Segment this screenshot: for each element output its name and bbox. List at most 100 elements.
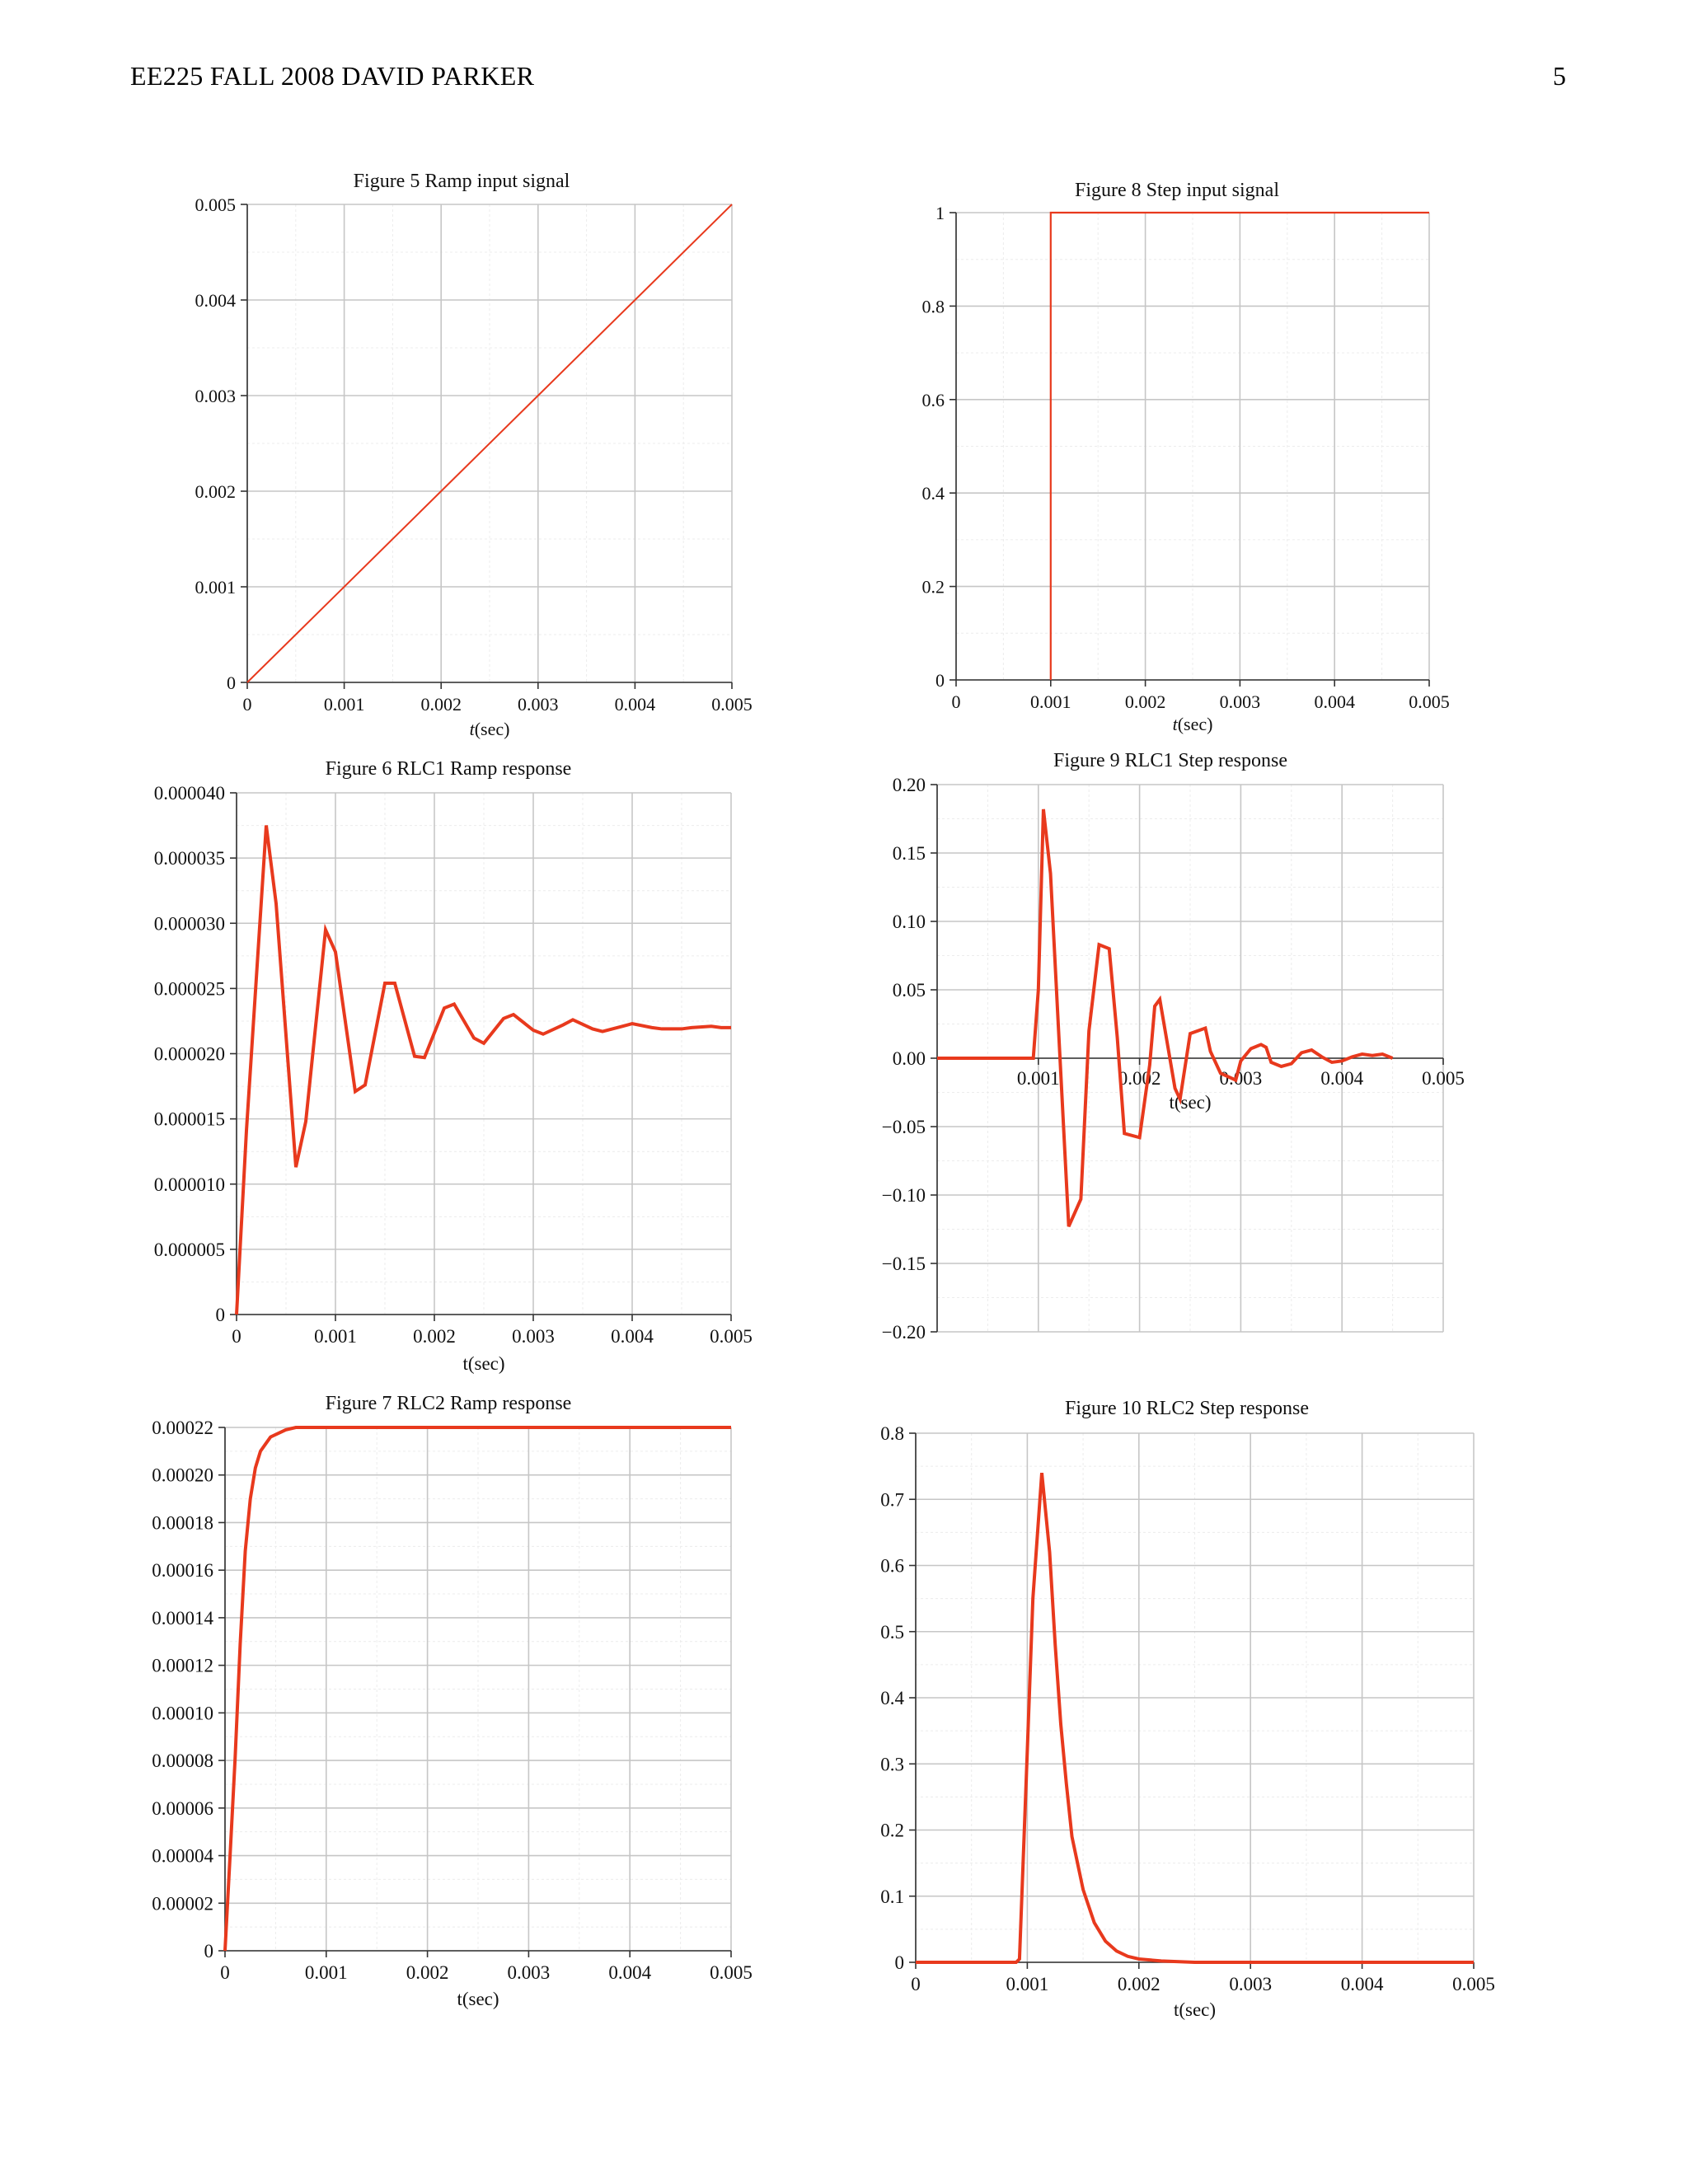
- x-tick-label: 0.001: [1030, 691, 1071, 712]
- y-tick-label: 0.00022: [152, 1418, 213, 1438]
- chart-fig7: 0 0.00002 0.00004 0.00006 0.00008 0.00010 0.00…: [152, 1393, 753, 2009]
- x-tick-label: 0.003: [508, 1962, 551, 1983]
- x-axis-label: t(sec): [462, 1353, 504, 1374]
- series-line: [246, 204, 733, 683]
- y-tick-label: 0.000040: [154, 783, 225, 804]
- y-tick-label: 0: [227, 673, 236, 693]
- chart-title: Figure 7 RLC2 Ramp response: [326, 1393, 572, 1414]
- y-tick-label: 0.000005: [154, 1240, 225, 1260]
- y-tick-label: 0.2: [922, 577, 945, 598]
- y-tick-label: 0.4: [880, 1688, 904, 1708]
- chart-title: Figure 8 Step input signal: [1075, 180, 1279, 201]
- x-tick-label: 0.004: [1320, 1068, 1363, 1089]
- running-header: EE225 FALL 2008 DAVID PARKER: [130, 61, 535, 91]
- x-tick-label: 0.002: [1118, 1068, 1161, 1089]
- x-tick-label: 0.001: [324, 694, 365, 715]
- chart-fig10: 0 0.1 0.2 0.3 0.4 0.5 0.6 0.7 0.8 0 0.001 0.002 0.00…: [880, 1398, 1495, 2020]
- y-tick-label: 0.8: [922, 296, 945, 316]
- y-tick-label: 0.00004: [152, 1846, 213, 1867]
- y-tick-label: 0.7: [880, 1489, 904, 1510]
- y-tick-label: 0.00014: [152, 1608, 213, 1629]
- y-tick-label: 0.005: [195, 194, 237, 215]
- y-tick-label: 0.000025: [154, 978, 225, 999]
- x-tick-label: 0.005: [1452, 1974, 1495, 1994]
- y-tick-label: 0.6: [880, 1556, 904, 1577]
- y-tick-label: 0.000015: [154, 1109, 225, 1130]
- y-tick-label: 0.000020: [154, 1044, 225, 1065]
- x-tick-label: 0.001: [1017, 1068, 1060, 1089]
- y-tick-label: 0.000010: [154, 1174, 225, 1195]
- y-tick-label: −0.05: [882, 1117, 926, 1137]
- y-tick-label: 0.00012: [152, 1656, 213, 1676]
- x-tick-label: 0.002: [413, 1326, 456, 1347]
- y-tick-label: 0.004: [195, 290, 237, 311]
- y-tick-label: 0.05: [893, 980, 926, 1001]
- x-tick-label: 0.005: [710, 1326, 753, 1347]
- series-line: [223, 1426, 731, 1952]
- x-tick-label: 0.003: [1229, 1974, 1272, 1994]
- series-line: [235, 825, 731, 1315]
- y-tick-label: 0.000035: [154, 848, 225, 869]
- y-tick-label: 0.20: [893, 775, 926, 795]
- y-tick-label: −0.15: [882, 1254, 926, 1274]
- chart-fig6: 0 0.000005 0.000010 0.000015 0.000020 0.00002…: [154, 758, 753, 1374]
- y-tick-label: 0.00020: [152, 1465, 213, 1486]
- y-tick-label: 0.00: [893, 1048, 926, 1069]
- x-tick-label: 0.002: [1118, 1974, 1160, 1994]
- chart-fig8: 0 0.2 0.4 0.6 0.8 1 0 0.001 0.002 0.003 0.004 0.005…: [922, 180, 1450, 734]
- x-tick-label: 0.001: [1006, 1974, 1049, 1994]
- x-axis-label: t(sec): [457, 1989, 499, 2009]
- series-line: [1049, 211, 1429, 680]
- page-header: EE225 FALL 2008 DAVID PARKER 5: [0, 0, 1688, 124]
- y-tick-label: 0.8: [880, 1423, 904, 1444]
- y-tick-label: −0.10: [882, 1185, 926, 1206]
- x-tick-label: 0.003: [1220, 1068, 1263, 1089]
- y-tick-label: 0.00006: [152, 1798, 213, 1819]
- x-tick-label: 0.005: [1409, 691, 1450, 712]
- chart-title: Figure 6 RLC1 Ramp response: [326, 758, 572, 780]
- x-tick-label: 0: [952, 691, 961, 712]
- x-tick-label: 0.005: [710, 1962, 753, 1983]
- x-tick-label: 0: [220, 1962, 230, 1983]
- x-tick-label: 0.004: [1341, 1974, 1384, 1994]
- x-tick-label: 0: [243, 694, 252, 715]
- y-tick-label: 0.4: [922, 483, 945, 504]
- x-tick-label: 0.004: [608, 1962, 651, 1983]
- y-tick-label: 0.00010: [152, 1703, 213, 1723]
- y-tick-label: 0.10: [893, 912, 926, 932]
- x-axis-label: t(sec): [1173, 714, 1213, 734]
- y-tick-label: 0.00002: [152, 1893, 213, 1914]
- chart-title: Figure 5 Ramp input signal: [354, 171, 570, 192]
- y-tick-label: 0.2: [880, 1821, 904, 1841]
- x-tick-label: 0.004: [1314, 691, 1355, 712]
- x-tick-label: 0.001: [314, 1326, 357, 1347]
- y-tick-label: 0.00008: [152, 1750, 213, 1771]
- x-tick-label: 0.003: [518, 694, 559, 715]
- y-tick-label: 0.6: [922, 390, 945, 410]
- x-tick-label: 0.002: [406, 1962, 449, 1983]
- x-tick-label: 0.003: [512, 1326, 555, 1347]
- y-tick-label: −0.20: [882, 1322, 926, 1343]
- page-number: 5: [1553, 61, 1566, 91]
- y-tick-label: 0.001: [195, 577, 237, 598]
- y-tick-label: 0.3: [880, 1754, 904, 1774]
- x-tick-label: 0.004: [615, 694, 656, 715]
- x-tick-label: 0.002: [420, 694, 462, 715]
- y-tick-label: 0: [204, 1941, 214, 1961]
- y-tick-label: 0: [935, 670, 945, 691]
- y-tick-label: 1: [935, 203, 945, 223]
- y-tick-label: 0: [895, 1952, 905, 1973]
- y-tick-label: 0: [216, 1305, 226, 1325]
- y-tick-label: 0.00018: [152, 1512, 213, 1533]
- x-axis-label: t(sec): [1174, 1999, 1216, 2020]
- x-tick-label: 0: [232, 1326, 241, 1347]
- y-tick-label: 0.002: [195, 481, 237, 502]
- x-tick-label: 0.001: [305, 1962, 348, 1983]
- x-tick-label: 0.004: [611, 1326, 654, 1347]
- chart-title: Figure 9 RLC1 Step response: [1053, 750, 1287, 771]
- x-tick-label: 0.005: [711, 694, 753, 715]
- chart-title: Figure 10 RLC2 Step response: [1065, 1398, 1309, 1419]
- x-axis-label: t(sec): [1169, 1092, 1211, 1113]
- x-tick-label: 0.002: [1125, 691, 1166, 712]
